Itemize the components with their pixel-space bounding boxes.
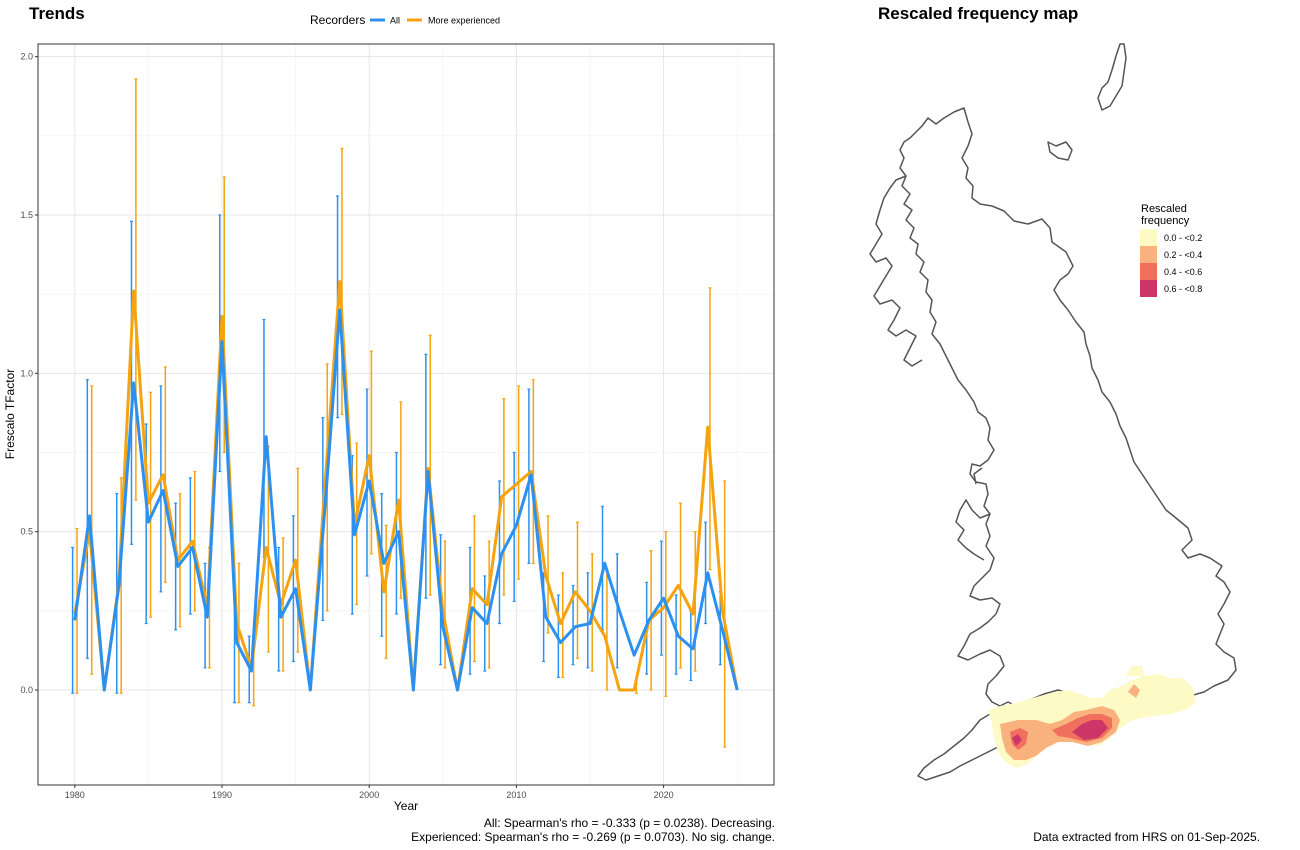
- y-tick-label: 1.0: [20, 368, 33, 378]
- southwest-peninsula-outline: [917, 705, 1017, 781]
- legend-label-more-experienced: More experienced: [428, 16, 500, 26]
- scottish-west-coast-islands: [869, 175, 923, 367]
- map-legend-swatch-3: [1140, 280, 1157, 297]
- line-layer: [73, 280, 739, 692]
- series-line-all: [73, 308, 739, 692]
- trend-statistic-experienced: Experienced: Spearman's rho = -0.269 (p …: [411, 830, 775, 844]
- x-tick-label: 1980: [65, 790, 85, 800]
- x-tick-label: 2010: [506, 790, 526, 800]
- trends-chart: Recorders All More experienced 0.0 0.5 1.0…: [3, 13, 775, 813]
- frequency-band-0.2-0.4-patch: [1128, 684, 1140, 698]
- map-legend-label-1: 0.2 - <0.4: [1164, 250, 1202, 260]
- data-source-note: Data extracted from HRS on 01-Sep-2025.: [1033, 830, 1260, 844]
- map-legend-label-0: 0.0 - <0.2: [1164, 233, 1202, 243]
- anglesey-outline: [973, 467, 983, 485]
- y-tick-label: 0.0: [20, 685, 33, 695]
- map-legend-title-line1: Rescaled: [1141, 203, 1187, 215]
- trend-statistic-all: All: Spearman's rho = -0.333 (p = 0.0238…: [483, 816, 775, 830]
- frequency-band-0.6-0.8: [1012, 720, 1108, 746]
- trends-title: Trends: [29, 4, 85, 23]
- frequency-cells: [988, 666, 1196, 768]
- frequency-map: Rescaled frequency 0.0 - <0.2 0.2 - <0.4…: [869, 43, 1237, 781]
- frequency-band-0-0.2-patch: [1126, 666, 1144, 676]
- map-legend-title-line2: frequency: [1141, 215, 1190, 227]
- errorbar-layer: [71, 78, 727, 748]
- map-legend-swatch-1: [1140, 246, 1157, 263]
- legend-label-all: All: [390, 16, 400, 26]
- y-tick-label: 0.5: [20, 527, 33, 537]
- map-legend: Rescaled frequency 0.0 - <0.2 0.2 - <0.4…: [1140, 203, 1202, 297]
- mainland-outline: [899, 107, 1237, 707]
- orkney-outline: [1047, 141, 1073, 161]
- wales-coast-outline: [955, 499, 991, 561]
- map-legend-swatch-0: [1140, 229, 1157, 246]
- series-line-more-experienced: [73, 280, 739, 692]
- trend-statistics: All: Spearman's rho = -0.333 (p = 0.0238…: [411, 816, 775, 844]
- y-axis-label: Frescalo TFactor: [3, 369, 17, 459]
- tick-layer: 0.0 0.5 1.0 1.5 2.0 1980 1990 2000 2010 2020: [20, 52, 673, 800]
- legend-title: Recorders: [310, 13, 365, 27]
- y-tick-label: 2.0: [20, 52, 33, 62]
- x-tick-label: 2020: [654, 790, 674, 800]
- grid-layer: [38, 44, 774, 785]
- gb-outline: [869, 43, 1237, 781]
- y-tick-label: 1.5: [20, 210, 33, 220]
- x-axis-label: Year: [394, 799, 418, 813]
- map-legend-label-2: 0.4 - <0.6: [1164, 267, 1202, 277]
- map-title: Rescaled frequency map: [878, 4, 1079, 23]
- northern-isles-outline: [1097, 43, 1127, 111]
- x-tick-label: 2000: [359, 790, 379, 800]
- plot-panel-border: [37, 43, 775, 786]
- map-legend-label-3: 0.6 - <0.8: [1164, 284, 1202, 294]
- x-tick-label: 1990: [212, 790, 232, 800]
- map-legend-swatch-2: [1140, 263, 1157, 280]
- chart-legend: Recorders All More experienced: [310, 13, 500, 27]
